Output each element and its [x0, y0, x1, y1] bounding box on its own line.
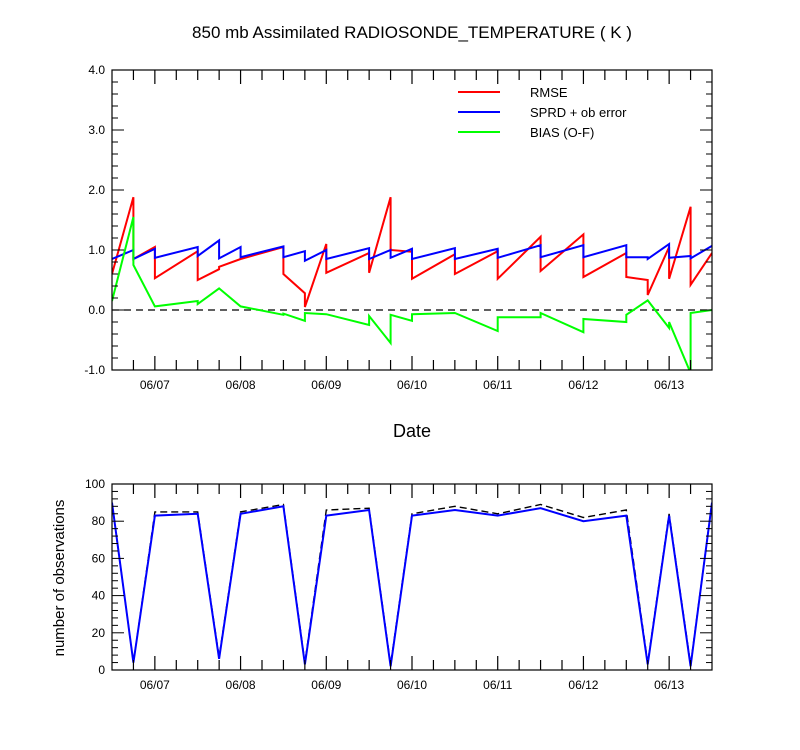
bottom-y-tick-label: 100 [85, 477, 105, 491]
top-x-tick-label: 06/13 [654, 378, 684, 392]
bottom-x-tick-label: 06/07 [140, 678, 170, 692]
legend-label: RMSE [530, 85, 568, 100]
top-series-bias-o-f [112, 216, 712, 370]
legend-label: SPRD + ob error [530, 105, 627, 120]
bottom-y-tick-label: 0 [98, 663, 105, 677]
top-x-tick-label: 06/07 [140, 378, 170, 392]
bottom-x-tick-label: 06/10 [397, 678, 427, 692]
top-y-tick-label: 1.0 [88, 243, 105, 257]
bottom-x-tick-label: 06/11 [483, 678, 512, 692]
bottom-y-axis-label: number of observations [51, 500, 68, 657]
top-y-tick-label: 4.0 [88, 63, 105, 77]
legend-label: BIAS (O-F) [530, 125, 594, 140]
top-x-tick-label: 06/10 [397, 378, 427, 392]
bottom-y-tick-label: 20 [92, 626, 106, 640]
bottom-y-tick-label: 80 [92, 514, 106, 528]
bottom-plot-frame [111, 483, 713, 671]
bottom-x-tick-label: 06/13 [654, 678, 684, 692]
top-x-axis-label: Date [393, 421, 431, 441]
bottom-x-tick-label: 06/08 [226, 678, 256, 692]
top-x-tick-label: 06/09 [311, 378, 341, 392]
bottom-x-tick-label: 06/12 [568, 678, 598, 692]
top-y-tick-label: 2.0 [88, 183, 105, 197]
bottom-series-assimilated-observations [112, 502, 712, 667]
chart-legend: RMSE SPRD + ob error BIAS (O-F) [458, 85, 627, 140]
top-chart-panel: -1.0 0.0 1.0 2.0 3.0 4.0 06/07 06/08 06/09 06/10 0… [84, 63, 713, 392]
top-x-tick-label: 06/12 [568, 378, 598, 392]
bottom-x-tick-label: 06/09 [311, 678, 341, 692]
chart-title: 850 mb Assimilated RADIOSONDE_TEMPERATUR… [192, 23, 632, 42]
bottom-series-possible-observations [112, 502, 712, 665]
top-series-sprd-ob-error [112, 238, 712, 263]
top-y-tick-label: 0.0 [88, 303, 105, 317]
top-y-tick-label: -1.0 [84, 363, 105, 377]
bottom-y-tick-label: 60 [92, 551, 106, 565]
bottom-chart-panel: 0 20 40 60 80 100 06/07 06/08 06/09 06/10 06/11 06/… [85, 477, 713, 692]
top-x-tick-label: 06/08 [226, 378, 256, 392]
bottom-y-tick-label: 40 [92, 589, 106, 603]
top-x-tick-label: 06/11 [483, 378, 512, 392]
top-y-tick-label: 3.0 [88, 123, 105, 137]
